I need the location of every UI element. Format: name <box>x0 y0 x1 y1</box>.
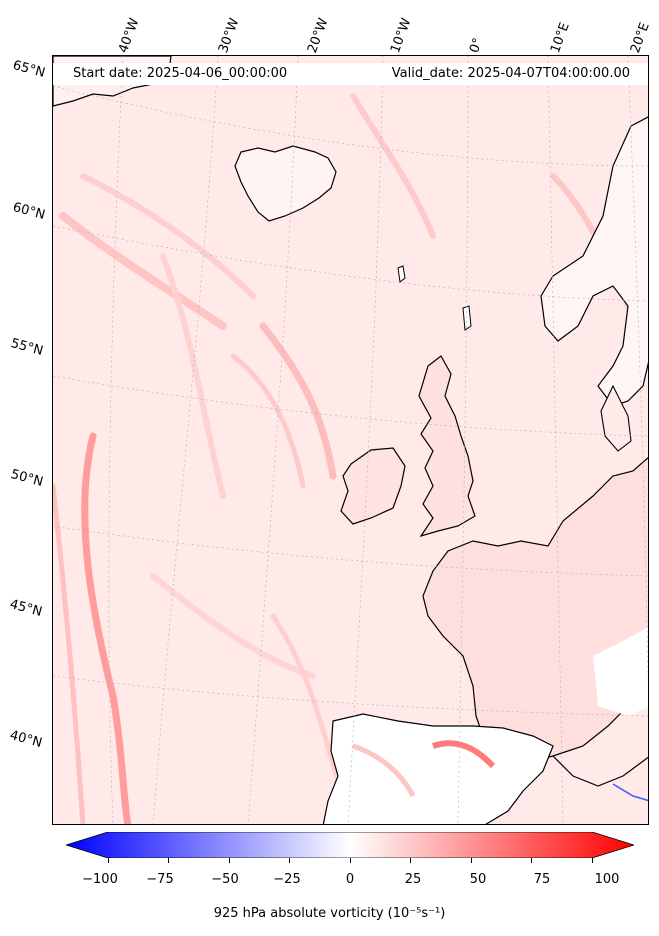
lat-label-40n: 40°N <box>8 728 44 751</box>
colorbar-gradient <box>66 832 634 858</box>
colorbar-tick-label: 50 <box>469 872 487 887</box>
colorbar-tick-label: 100 <box>594 872 620 887</box>
colorbar-tick-mark <box>471 858 472 863</box>
colorbar-tick-label: −75 <box>146 872 174 887</box>
lat-label-45n: 45°N <box>8 597 44 620</box>
colorbar-label: 925 hPa absolute vorticity (10⁻⁵s⁻¹) <box>213 906 446 921</box>
colorbar-tick-mark <box>350 858 351 863</box>
date-info-bar: Start date: 2025-04-06_00:00:00 Valid_da… <box>53 63 648 85</box>
lat-label-55n: 55°N <box>9 336 45 359</box>
colorbar-tick-label: 0 <box>345 872 355 887</box>
colorbar-tick-label: 25 <box>404 872 422 887</box>
colorbar-tick-mark <box>410 858 411 863</box>
lon-label-10e: 10°E <box>548 20 573 56</box>
colorbar-tick-mark <box>108 858 109 863</box>
colorbar-tick-mark <box>531 858 532 863</box>
colorbar-tick-label: −50 <box>211 872 239 887</box>
lon-label-20e: 20°E <box>628 20 653 56</box>
lat-label-60n: 60°N <box>11 200 47 223</box>
colorbar-tick-label: 75 <box>533 872 551 887</box>
valid-date-text: Valid_date: 2025-04-07T04:00:00.00 <box>391 66 630 81</box>
colorbar-tick-mark <box>168 858 169 863</box>
colorbar-tick-label: −100 <box>82 872 118 887</box>
lon-label-30w: 30°W <box>216 16 243 56</box>
lon-label-10w: 10°W <box>388 16 415 56</box>
vorticity-field <box>53 56 648 824</box>
lat-label-65n: 65°N <box>11 58 47 81</box>
lon-label-20w: 20°W <box>305 16 332 56</box>
colorbar-tick-mark <box>229 858 230 863</box>
lon-label-0: 0° <box>467 36 487 56</box>
map-frame <box>52 55 649 825</box>
start-date-text: Start date: 2025-04-06_00:00:00 <box>73 66 288 81</box>
colorbar <box>66 832 634 858</box>
colorbar-tick-mark <box>592 858 593 863</box>
lat-label-50n: 50°N <box>9 467 45 490</box>
colorbar-tick-mark <box>289 858 290 863</box>
colorbar-tick-label: −25 <box>273 872 301 887</box>
lon-label-40w: 40°W <box>116 16 143 56</box>
